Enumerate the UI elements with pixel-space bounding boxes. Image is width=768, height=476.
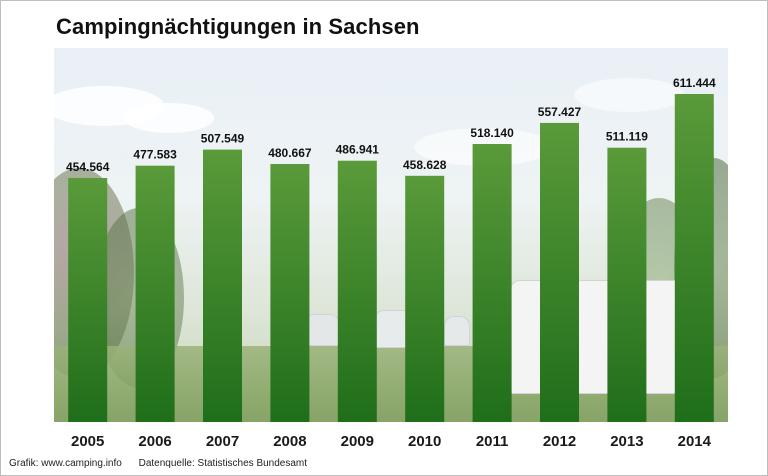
data-label-2014: 611.444 <box>673 76 716 90</box>
data-label-2009: 486.941 <box>336 143 380 157</box>
x-tick-2008: 2008 <box>273 433 306 450</box>
graphic-credit: Grafik: www.camping.info <box>9 458 122 469</box>
bar-2013 <box>607 147 647 422</box>
data-label-2006: 477.583 <box>133 148 177 162</box>
background-cloud <box>574 78 684 112</box>
data-label-2012: 557.427 <box>538 105 582 119</box>
data-source: Datenquelle: Statistisches Bundesamt <box>138 458 308 469</box>
x-tick-2006: 2006 <box>138 433 171 450</box>
data-label-2013: 511.119 <box>606 130 648 144</box>
data-label-2007: 507.549 <box>201 132 245 146</box>
background-cloud <box>124 103 214 133</box>
bar-2009 <box>337 160 377 422</box>
chart-footer: Grafik: www.camping.info Datenquelle: St… <box>9 458 307 469</box>
bar-2005 <box>68 178 108 422</box>
x-tick-2013: 2013 <box>610 433 643 450</box>
data-label-2005: 454.564 <box>66 160 110 174</box>
bar-2014 <box>674 94 714 422</box>
x-axis-ticks: 2005 2006 2007 2008 2009 2010 2011 2012 2013 2014 <box>71 433 712 450</box>
background-caravan <box>444 316 470 346</box>
x-tick-2007: 2007 <box>206 433 239 450</box>
bar-2011 <box>472 144 512 422</box>
data-label-2008: 480.667 <box>268 146 312 160</box>
bar-series <box>68 94 714 423</box>
x-tick-2012: 2012 <box>543 433 576 450</box>
bar-2007 <box>203 149 242 422</box>
data-labels: 454.564 477.583 507.549 480.667 486.941 458.6… <box>66 76 716 174</box>
x-tick-2014: 2014 <box>678 433 712 450</box>
bar-2008 <box>270 164 310 422</box>
x-tick-2005: 2005 <box>71 433 104 450</box>
chart-title: Campingnächtigungen in Sachsen <box>56 14 420 39</box>
bar-2006 <box>135 165 175 422</box>
data-label-2011: 518.140 <box>470 126 514 140</box>
x-tick-2010: 2010 <box>408 433 441 450</box>
bar-2010 <box>405 175 445 422</box>
data-label-2010: 458.628 <box>403 158 447 172</box>
bar-2012 <box>540 122 579 423</box>
x-tick-2011: 2011 <box>476 433 509 450</box>
x-tick-2009: 2009 <box>341 433 374 450</box>
